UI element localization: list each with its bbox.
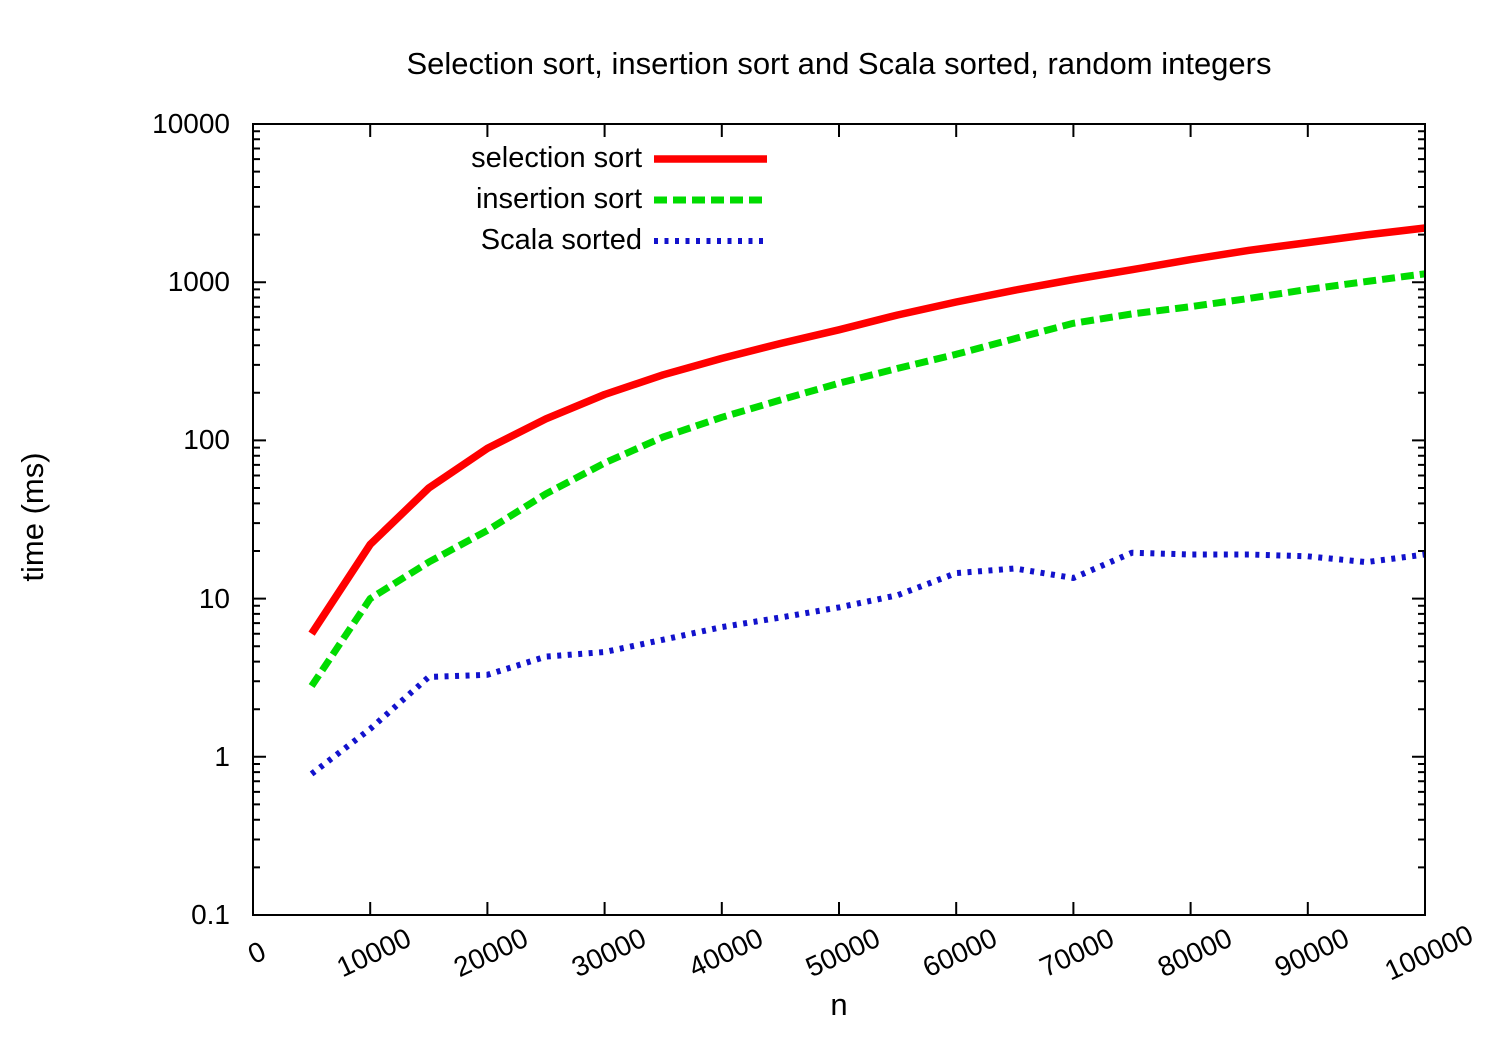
chart-title: Selection sort, insertion sort and Scala… [406, 46, 1272, 81]
y-tick-label: 100 [183, 424, 230, 455]
y-tick-label: 10 [198, 583, 230, 614]
legend-label-selection-sort: selection sort [471, 142, 642, 174]
legend-line-sample-insertion-sort [653, 193, 768, 205]
x-axis-label: n [830, 987, 848, 1022]
y-tick-label: 0.1 [191, 899, 230, 930]
legend-label-insertion-sort: insertion sort [475, 183, 642, 215]
legend-label-scala-sorted: Scala sorted [480, 224, 642, 256]
series-line-insertion-sort [308, 270, 1426, 689]
y-tick-label: 1 [214, 741, 230, 772]
legend-line-sample-selection-sort [653, 152, 768, 164]
series-line-scala-sorted [309, 549, 1426, 777]
y-tick-label: 10000 [152, 108, 230, 139]
series-line-selection-sort [308, 224, 1426, 636]
plot-border [252, 123, 1426, 916]
y-tick-label: 1000 [167, 266, 230, 297]
legend-line-sample-scala-sorted [653, 234, 768, 246]
